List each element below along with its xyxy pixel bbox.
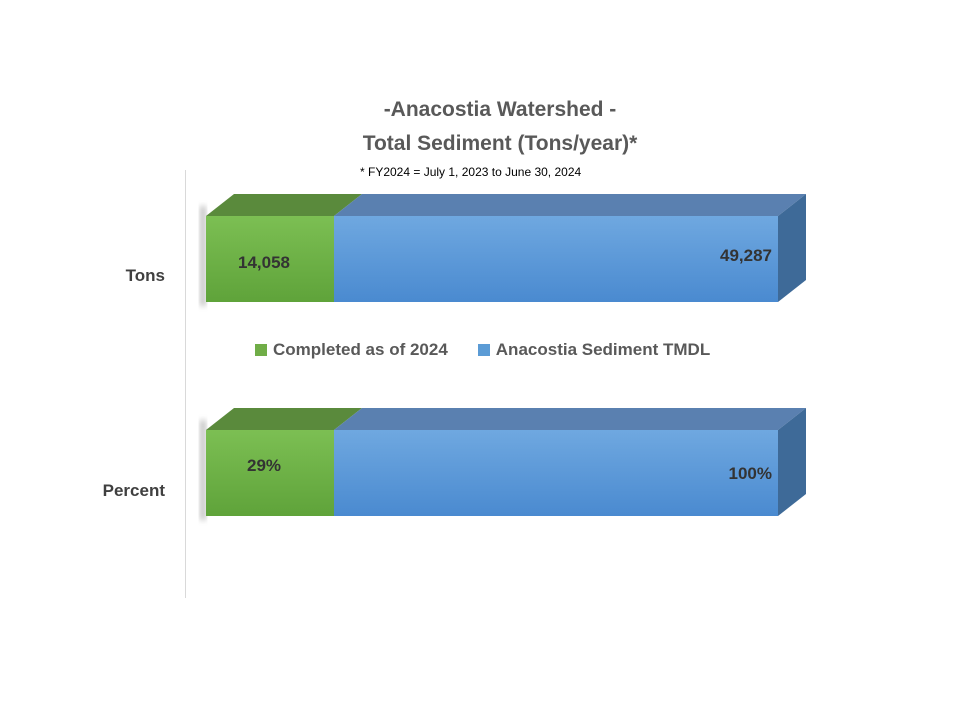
bar-side-tmdl-percent (778, 408, 806, 516)
legend-item-completed: Completed as of 2024 (255, 340, 448, 360)
bar-top-completed-percent (206, 408, 362, 430)
bar-top-tmdl-percent (334, 408, 806, 430)
legend-label-completed: Completed as of 2024 (273, 340, 448, 359)
bar-tmdl-percent (334, 430, 778, 516)
data-label-tmdl-tons: 49,287 (720, 246, 772, 265)
chart-legend: Completed as of 2024 Anacostia Sediment … (255, 340, 740, 360)
bar-side-tmdl-tons (778, 194, 806, 302)
bar-completed-percent (206, 430, 334, 516)
legend-label-tmdl: Anacostia Sediment TMDL (495, 340, 711, 359)
chart-title-line-1: -Anacostia Watershed - (383, 98, 617, 121)
data-label-completed-tons: 14,058 (238, 253, 290, 272)
legend-swatch-completed (255, 344, 267, 356)
category-label-tons: Tons (125, 266, 165, 285)
category-axis-line (185, 170, 186, 598)
data-label-completed-percent: 29% (247, 456, 281, 475)
category-label-percent: Percent (102, 481, 165, 500)
data-label-tmdl-percent: 100% (729, 464, 772, 483)
bar-top-completed-tons (206, 194, 362, 216)
bar-shadow-tons (200, 206, 206, 306)
bar-completed-tons (206, 216, 334, 302)
legend-item-tmdl: Anacostia Sediment TMDL (477, 340, 711, 360)
bar-top-tmdl-tons (334, 194, 806, 216)
legend-swatch-tmdl (477, 344, 490, 356)
chart-subtitle: * FY2024 = July 1, 2023 to June 30, 2024 (360, 165, 582, 179)
bar-shadow-percent (200, 420, 206, 520)
bar-tmdl-tons (334, 216, 778, 302)
chart-title-line-2: Total Sediment (Tons/year)* (362, 132, 638, 155)
